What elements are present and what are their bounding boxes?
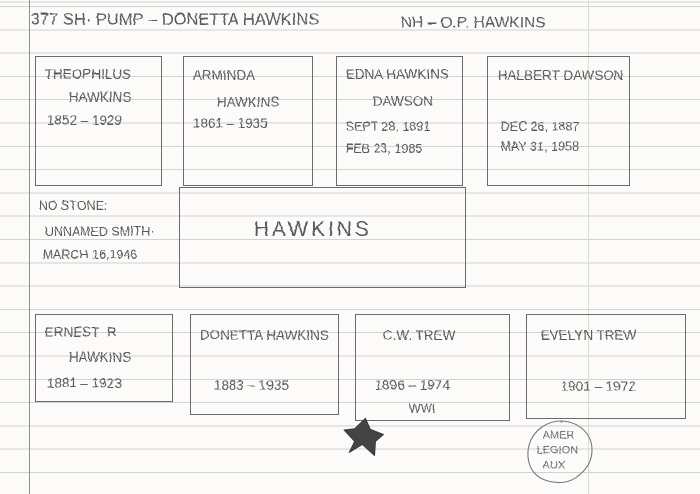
svg-text:1861 – 1935: 1861 – 1935 — [192, 115, 267, 130]
svg-text:HAWKINS: HAWKINS — [68, 349, 131, 364]
svg-text:HAWKINS: HAWKINS — [68, 89, 131, 104]
svg-text:HAWKINS: HAWKINS — [253, 217, 371, 240]
svg-text:AUX: AUX — [542, 459, 565, 471]
svg-text:1883 – 1935: 1883 – 1935 — [213, 377, 288, 392]
svg-text:LEGION: LEGION — [536, 444, 578, 456]
svg-text:WWI: WWI — [408, 401, 435, 415]
svg-text:ERNEST R: ERNEST R — [44, 324, 116, 339]
svg-text:UNNAMED SMITH·: UNNAMED SMITH· — [44, 224, 154, 238]
svg-text:1881 – 1923: 1881 – 1923 — [46, 375, 121, 390]
svg-text:DAWSON: DAWSON — [372, 93, 432, 108]
svg-text:FEB 23, 1985: FEB 23, 1985 — [345, 141, 421, 155]
svg-text:1901 – 1972: 1901 – 1972 — [560, 378, 635, 393]
svg-text:THEOPHILUS: THEOPHILUS — [44, 66, 130, 81]
svg-text:1852 – 1929: 1852 – 1929 — [46, 112, 121, 127]
svg-text:MARCH 16,1946: MARCH 16,1946 — [42, 247, 137, 261]
svg-text:EVELYN TREW: EVELYN TREW — [540, 327, 636, 342]
svg-text:1896 – 1974: 1896 – 1974 — [374, 377, 450, 392]
svg-text:377 SH· PUMP – DONETTA HAWKINS: 377 SH· PUMP – DONETTA HAWKINS — [30, 10, 319, 28]
svg-text:EDNA HAWKINS: EDNA HAWKINS — [345, 66, 448, 81]
svg-text:AMER: AMER — [542, 429, 574, 441]
svg-text:ARMINDA: ARMINDA — [192, 67, 254, 82]
svg-text:C.W. TREW: C.W. TREW — [382, 327, 455, 342]
svg-text:DONETTA HAWKINS: DONETTA HAWKINS — [199, 327, 328, 342]
svg-text:SEPT 28, 1891: SEPT 28, 1891 — [345, 119, 430, 133]
svg-text:MAY 31, 1958: MAY 31, 1958 — [500, 139, 578, 153]
svg-text:HALBERT DAWSON: HALBERT DAWSON — [497, 67, 623, 82]
svg-text:DEC 26, 1887: DEC 26, 1887 — [500, 119, 579, 133]
svg-text:NO STONE:: NO STONE: — [38, 198, 107, 212]
svg-text:NH – O.P. HAWKINS: NH – O.P. HAWKINS — [400, 14, 545, 31]
svg-text:HAWKINS: HAWKINS — [216, 94, 279, 109]
